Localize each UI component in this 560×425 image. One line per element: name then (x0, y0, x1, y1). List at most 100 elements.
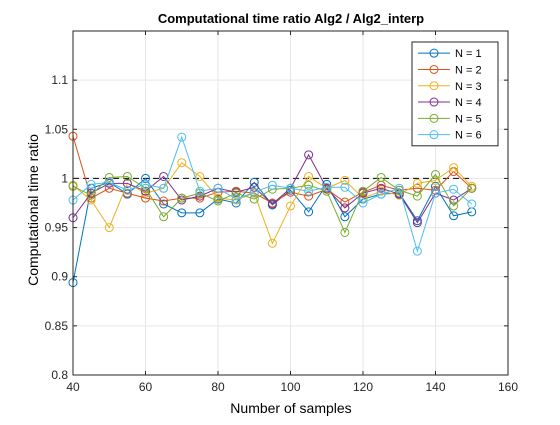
legend-marker (429, 64, 439, 74)
data-point (122, 171, 132, 181)
legend-item-4: N = 4 (418, 97, 482, 109)
data-point (86, 179, 96, 189)
legend-item-6: N = 6 (418, 130, 482, 142)
data-point (249, 182, 259, 192)
data-point (467, 199, 477, 209)
data-point (249, 187, 259, 197)
x-tick-label: 140 (425, 380, 445, 394)
data-point (376, 172, 386, 182)
data-point (195, 186, 205, 196)
legend-marker (429, 48, 439, 58)
legend-marker (429, 97, 439, 107)
data-point (231, 194, 241, 204)
x-tick-label: 120 (353, 380, 373, 394)
data-point (195, 191, 205, 201)
data-point (376, 183, 386, 193)
data-point (304, 186, 314, 196)
data-point (340, 212, 350, 222)
data-point (340, 227, 350, 237)
data-point (104, 223, 114, 233)
legend-marker (429, 81, 439, 91)
axis-layer: 40 60 80 100 120 140 160 0.8 0.85 0.9 0.95 1 1.05 1.1 (45, 30, 518, 394)
data-point (394, 183, 404, 193)
data-point (86, 190, 96, 200)
y-axis-label: Computational time ratio (25, 134, 41, 286)
data-point (177, 158, 187, 168)
legend: N = 1 N = 2 N = 3 N = 4 N = 5 N = 6 (411, 41, 499, 147)
series-line (72, 177, 472, 283)
data-point (304, 191, 314, 201)
legend-label: N = 3 (455, 81, 482, 93)
data-point (340, 203, 350, 213)
legend-item-1: N = 1 (418, 48, 482, 60)
data-point (449, 163, 459, 173)
data-point (304, 171, 314, 181)
y-tick-label: 1 (61, 171, 68, 185)
legend-item-3: N = 3 (418, 81, 482, 93)
x-axis-label: Number of samples (230, 400, 351, 416)
x-tick-label: 80 (211, 380, 225, 394)
data-point (358, 186, 368, 196)
data-point (122, 178, 132, 188)
data-point (177, 132, 187, 142)
data-point (213, 183, 223, 193)
data-point (104, 177, 114, 187)
legend-box (411, 41, 499, 147)
series-line (72, 153, 473, 224)
x-tick-label: 40 (66, 380, 80, 394)
data-point (122, 185, 132, 195)
data-point (467, 183, 477, 193)
data-point (412, 178, 422, 188)
data-point (159, 196, 169, 206)
data-point (449, 211, 459, 221)
data-point (213, 196, 223, 206)
data-point (195, 208, 205, 218)
data-point (322, 182, 332, 192)
legend-item-5: N = 5 (418, 113, 482, 125)
data-point (449, 201, 459, 211)
data-point (267, 199, 277, 209)
data-point (376, 189, 386, 199)
data-point (431, 175, 440, 185)
data-point (431, 188, 440, 198)
data-point (159, 212, 169, 222)
series-line (72, 136, 473, 204)
data-point (213, 193, 223, 203)
data-point (249, 194, 259, 204)
legend-marker (429, 130, 439, 140)
legend-label: N = 2 (455, 64, 482, 76)
data-point (141, 173, 150, 183)
data-point (249, 177, 259, 187)
data-point (141, 186, 150, 196)
data-point (449, 195, 459, 205)
x-tick-label: 100 (280, 380, 300, 394)
data-point (304, 180, 314, 190)
data-point (86, 195, 96, 205)
data-point (304, 150, 314, 160)
data-point (177, 193, 187, 203)
y-tick-label: 0.85 (45, 319, 69, 333)
data-point (340, 182, 350, 192)
data-point (104, 183, 114, 193)
legend-label: N = 5 (455, 113, 482, 125)
data-point (286, 201, 295, 211)
data-point (286, 183, 295, 193)
y-tick-label: 0.95 (45, 221, 69, 235)
y-tick-label: 1.1 (51, 73, 68, 87)
data-point (358, 193, 368, 203)
data-point (231, 188, 241, 198)
y-tick-label: 0.8 (51, 368, 68, 382)
data-point (104, 172, 114, 182)
legend-label: N = 4 (455, 97, 482, 109)
y-tick-label: 0.9 (51, 270, 68, 284)
legend-label: N = 6 (455, 130, 482, 142)
data-point (304, 207, 314, 217)
data-point (177, 208, 187, 218)
data-point (267, 180, 277, 190)
data-point (141, 179, 150, 189)
data-point (449, 184, 459, 194)
data-point (412, 218, 422, 228)
data-point (412, 191, 422, 201)
